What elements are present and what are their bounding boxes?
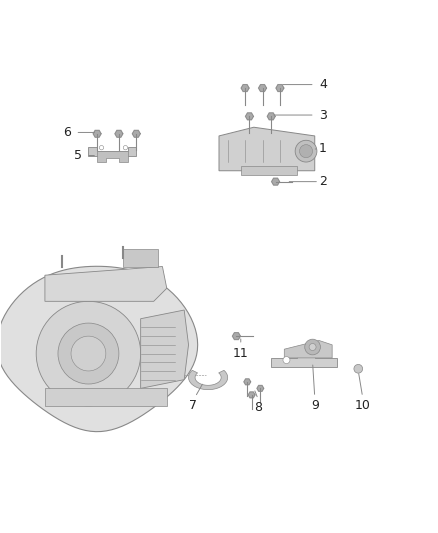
Polygon shape [276, 85, 284, 92]
Circle shape [283, 357, 290, 364]
Text: 3: 3 [319, 109, 327, 122]
Circle shape [309, 344, 316, 351]
Circle shape [354, 365, 363, 373]
Polygon shape [45, 266, 167, 301]
Polygon shape [0, 266, 198, 432]
Polygon shape [241, 166, 297, 175]
Polygon shape [93, 131, 101, 137]
Text: 10: 10 [355, 399, 371, 412]
Circle shape [300, 144, 313, 158]
Polygon shape [257, 385, 264, 391]
Polygon shape [241, 85, 249, 92]
Text: 11: 11 [233, 347, 249, 360]
Polygon shape [97, 151, 127, 162]
Text: 9: 9 [311, 399, 319, 412]
Polygon shape [123, 249, 158, 266]
Polygon shape [115, 131, 123, 137]
Polygon shape [45, 389, 167, 406]
Circle shape [295, 140, 317, 162]
Polygon shape [248, 392, 255, 398]
Polygon shape [267, 113, 275, 120]
Polygon shape [271, 353, 336, 367]
Polygon shape [233, 333, 240, 340]
Text: 8: 8 [254, 401, 262, 415]
Polygon shape [258, 85, 266, 92]
Polygon shape [132, 131, 140, 137]
Text: 6: 6 [63, 126, 71, 139]
Polygon shape [188, 370, 228, 390]
Text: 2: 2 [319, 175, 327, 188]
Text: 7: 7 [189, 399, 197, 412]
Text: 5: 5 [74, 149, 82, 162]
Circle shape [36, 301, 141, 406]
Circle shape [123, 146, 127, 150]
Text: 1: 1 [319, 142, 327, 156]
Polygon shape [88, 147, 136, 156]
Polygon shape [272, 178, 279, 185]
Polygon shape [246, 113, 253, 120]
Polygon shape [219, 127, 315, 171]
Polygon shape [244, 379, 251, 385]
Circle shape [71, 336, 106, 371]
Circle shape [305, 339, 321, 355]
Circle shape [99, 146, 104, 150]
Polygon shape [141, 310, 188, 389]
Text: 4: 4 [319, 78, 327, 91]
Polygon shape [284, 341, 332, 358]
Circle shape [58, 323, 119, 384]
